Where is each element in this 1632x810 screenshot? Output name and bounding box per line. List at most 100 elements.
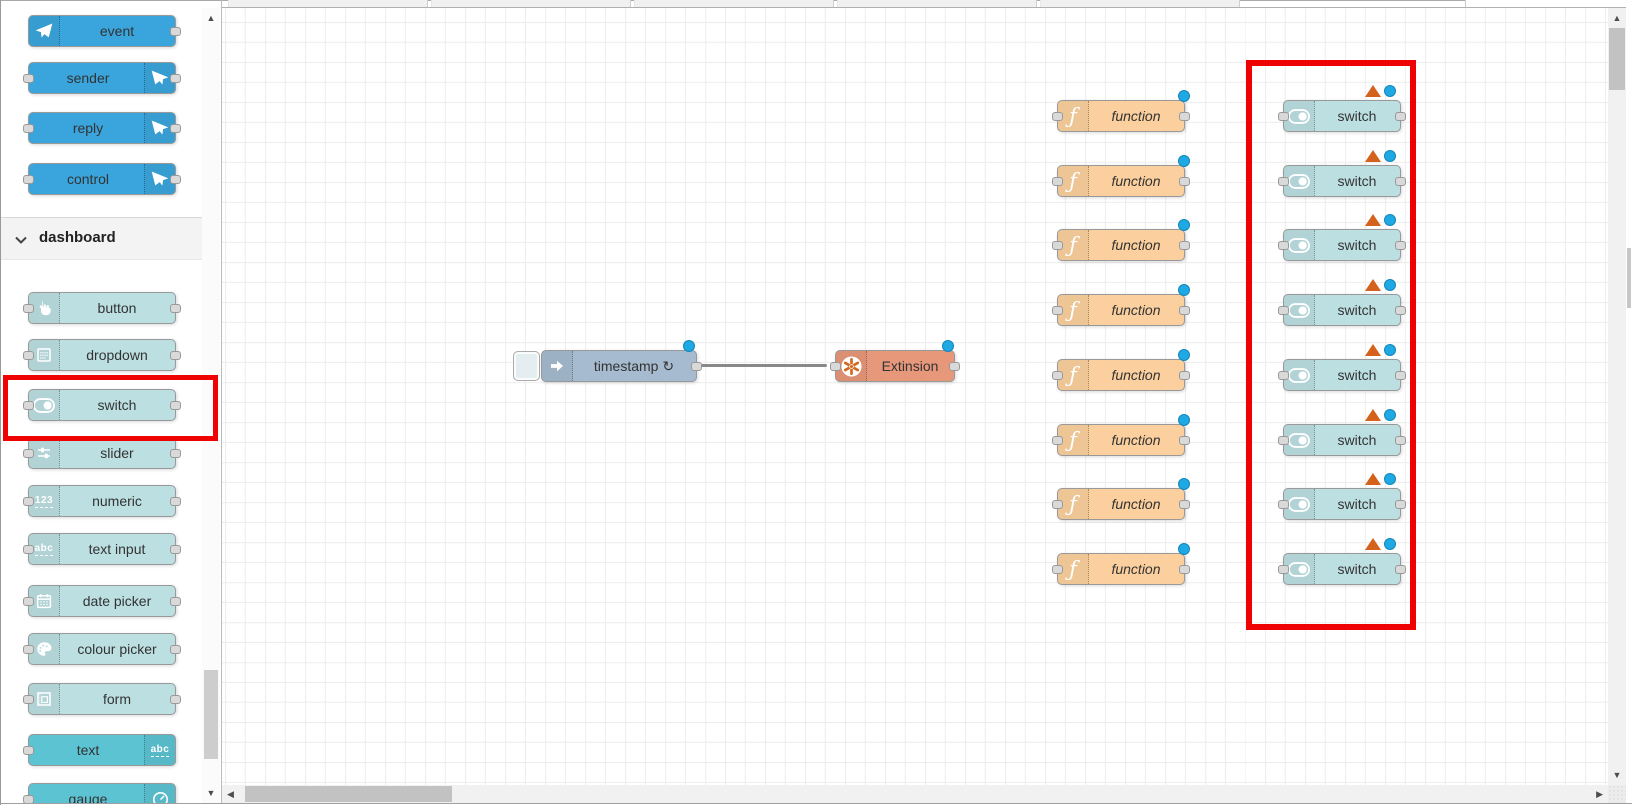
palette-node-form[interactable]: form xyxy=(23,683,181,715)
input-port[interactable] xyxy=(23,597,34,606)
output-port[interactable] xyxy=(170,124,181,133)
output-port[interactable] xyxy=(170,695,181,704)
output-port[interactable] xyxy=(170,27,181,36)
output-port[interactable] xyxy=(1395,436,1406,445)
input-port[interactable] xyxy=(23,124,34,133)
palette-node-switch[interactable]: switch xyxy=(23,389,181,421)
output-port[interactable] xyxy=(170,545,181,554)
canvas-node-timestamp[interactable]: timestamp ↻ xyxy=(541,340,702,382)
palette-node-text-input[interactable]: abc text input xyxy=(23,533,181,565)
scroll-up-arrow-icon[interactable]: ▲ xyxy=(1612,13,1622,23)
output-port[interactable] xyxy=(1179,371,1190,380)
scroll-up-arrow-icon[interactable]: ▲ xyxy=(206,13,216,23)
palette-category-dashboard[interactable]: dashboard xyxy=(1,217,203,260)
output-port[interactable] xyxy=(170,74,181,83)
palette-node-button[interactable]: button xyxy=(23,292,181,324)
palette-node-date-picker[interactable]: date picker xyxy=(23,585,181,617)
output-port[interactable] xyxy=(1395,306,1406,315)
output-port[interactable] xyxy=(691,362,702,371)
input-port[interactable] xyxy=(1278,500,1289,509)
output-port[interactable] xyxy=(1179,565,1190,574)
palette-node-colour-picker[interactable]: colour picker xyxy=(23,633,181,665)
output-port[interactable] xyxy=(170,645,181,654)
input-port[interactable] xyxy=(1278,241,1289,250)
palette-scrollbar-thumb[interactable] xyxy=(204,670,218,759)
canvas-node-switch[interactable]: switch xyxy=(1278,150,1406,197)
vertical-scrollbar-thumb[interactable] xyxy=(1609,28,1625,90)
output-port[interactable] xyxy=(170,497,181,506)
input-port[interactable] xyxy=(1278,436,1289,445)
vertical-scrollbar[interactable]: ▲ ▼ xyxy=(1608,8,1626,785)
input-port[interactable] xyxy=(1052,565,1063,574)
palette-node-event[interactable]: event xyxy=(28,15,181,47)
canvas-node-function[interactable]: ƒ function xyxy=(1052,478,1190,520)
output-port[interactable] xyxy=(170,304,181,313)
canvas-node-function[interactable]: ƒ function xyxy=(1052,90,1190,132)
input-port[interactable] xyxy=(23,795,34,803)
canvas-node-switch[interactable]: switch xyxy=(1278,279,1406,326)
palette-node-control[interactable]: control xyxy=(23,163,181,195)
output-port[interactable] xyxy=(1395,500,1406,509)
input-port[interactable] xyxy=(1052,112,1063,121)
palette-node-dropdown[interactable]: dropdown xyxy=(23,339,181,371)
input-port[interactable] xyxy=(23,497,34,506)
canvas-node-switch[interactable]: switch xyxy=(1278,214,1406,261)
output-port[interactable] xyxy=(1395,177,1406,186)
workspace-tab[interactable] xyxy=(634,0,834,7)
outer-scroll-thumb[interactable] xyxy=(1627,248,1631,308)
input-port[interactable] xyxy=(1278,306,1289,315)
palette-scrollbar[interactable]: ▲ ▼ xyxy=(202,8,220,803)
palette-node-text[interactable]: abc text xyxy=(23,734,176,766)
input-port[interactable] xyxy=(1278,371,1289,380)
output-port[interactable] xyxy=(170,597,181,606)
input-port[interactable] xyxy=(1278,565,1289,574)
canvas-node-function[interactable]: ƒ function xyxy=(1052,284,1190,326)
input-port[interactable] xyxy=(23,401,34,410)
input-port[interactable] xyxy=(830,362,841,371)
output-port[interactable] xyxy=(1179,177,1190,186)
input-port[interactable] xyxy=(1052,371,1063,380)
input-port[interactable] xyxy=(1278,112,1289,121)
canvas-node-switch[interactable]: switch xyxy=(1278,409,1406,456)
canvas-node-extinsion[interactable]: Extinsion xyxy=(830,340,960,382)
input-port[interactable] xyxy=(23,304,34,313)
output-port[interactable] xyxy=(1395,565,1406,574)
outer-scroll-strip[interactable] xyxy=(1626,0,1632,810)
output-port[interactable] xyxy=(1179,500,1190,509)
canvas-node-switch[interactable]: switch xyxy=(1278,473,1406,520)
output-port[interactable] xyxy=(170,401,181,410)
output-port[interactable] xyxy=(949,362,960,371)
palette-node-gauge[interactable]: gauge xyxy=(23,783,176,803)
palette-node-sender[interactable]: sender xyxy=(23,62,181,94)
palette-node-reply[interactable]: reply xyxy=(23,112,181,144)
output-port[interactable] xyxy=(170,351,181,360)
scroll-down-arrow-icon[interactable]: ▼ xyxy=(206,788,216,798)
workspace-tab[interactable] xyxy=(837,0,1037,7)
output-port[interactable] xyxy=(1179,436,1190,445)
input-port[interactable] xyxy=(23,175,34,184)
horizontal-scrollbar-thumb[interactable] xyxy=(245,786,452,802)
output-port[interactable] xyxy=(1179,112,1190,121)
input-port[interactable] xyxy=(23,695,34,704)
flow-canvas[interactable] xyxy=(222,8,1608,785)
input-port[interactable] xyxy=(1278,177,1289,186)
input-port[interactable] xyxy=(23,74,34,83)
input-port[interactable] xyxy=(1052,241,1063,250)
canvas-node-function[interactable]: ƒ function xyxy=(1052,155,1190,197)
canvas-node-switch[interactable]: switch xyxy=(1278,344,1406,391)
wire[interactable] xyxy=(700,364,827,367)
input-port[interactable] xyxy=(1052,306,1063,315)
scroll-left-arrow-icon[interactable]: ◀ xyxy=(227,789,234,799)
output-port[interactable] xyxy=(170,449,181,458)
output-port[interactable] xyxy=(1395,371,1406,380)
palette-node-slider[interactable]: slider xyxy=(23,437,181,469)
scroll-right-arrow-icon[interactable]: ▶ xyxy=(1596,789,1603,799)
workspace-tab[interactable] xyxy=(431,0,631,7)
canvas-node-switch[interactable]: switch xyxy=(1278,85,1406,132)
canvas-node-switch[interactable]: switch xyxy=(1278,538,1406,585)
output-port[interactable] xyxy=(1395,241,1406,250)
output-port[interactable] xyxy=(1179,241,1190,250)
canvas-node-function[interactable]: ƒ function xyxy=(1052,219,1190,261)
workspace-tab[interactable] xyxy=(1040,0,1240,7)
canvas-node-function[interactable]: ƒ function xyxy=(1052,543,1190,585)
